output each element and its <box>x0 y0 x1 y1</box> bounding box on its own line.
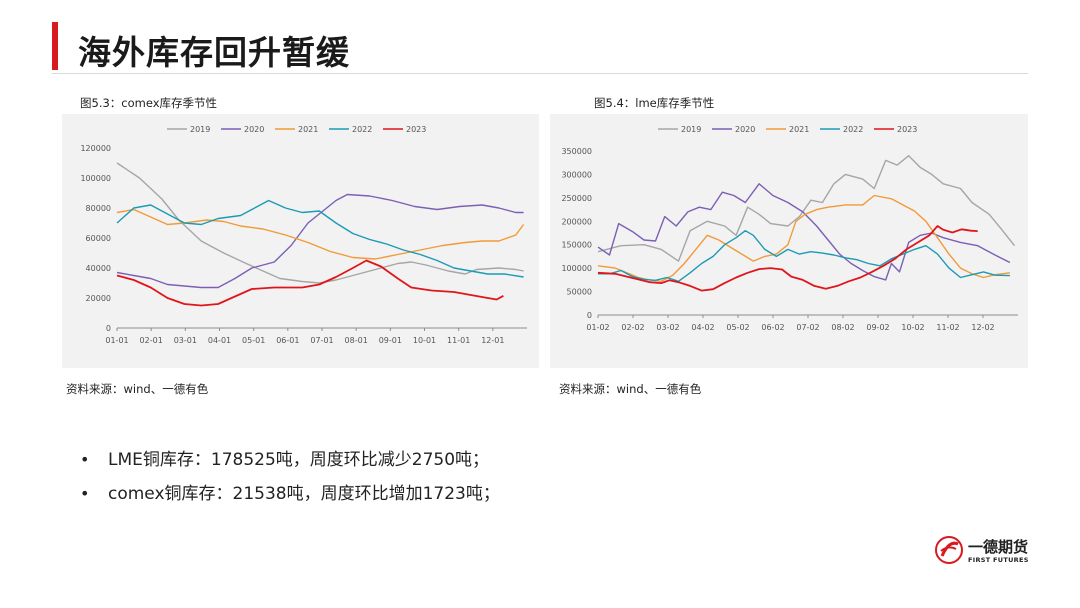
y-tick-label: 250000 <box>561 194 592 203</box>
page-title: 海外库存回升暂缓 <box>78 33 350 72</box>
x-tick-label: 01-01 <box>105 336 128 345</box>
company-logo: 一德期货 FIRST FUTURES <box>932 533 1032 569</box>
logo-name-cn: 一德期货 <box>968 538 1029 556</box>
x-tick-label: 12-01 <box>481 336 504 345</box>
y-tick-label: 350000 <box>561 147 592 156</box>
legend-label: 2021 <box>789 125 809 134</box>
comex-stock-chart: 2019 2020 2021 2022 2023 0 20000 40000 60000 8000… <box>80 125 527 345</box>
legend-label: 2020 <box>244 125 264 134</box>
legend-label: 2020 <box>735 125 755 134</box>
x-tick-label: 11-01 <box>447 336 470 345</box>
y-tick-label: 100000 <box>80 174 111 183</box>
x-tick-label: 05-02 <box>726 323 749 332</box>
legend-label: 2022 <box>352 125 372 134</box>
series-line-2023 <box>597 225 978 292</box>
x-tick-label: 01-02 <box>586 323 609 332</box>
y-tick-label: 100000 <box>561 264 592 273</box>
source-note-lme: 资料来源：wind、一德有色 <box>559 382 702 396</box>
x-tick-label: 04-02 <box>691 323 714 332</box>
x-tick-label: 03-01 <box>174 336 197 345</box>
series-line-2020 <box>597 183 1011 281</box>
y-tick-label: 40000 <box>86 264 111 273</box>
y-tick-label: 50000 <box>567 288 592 297</box>
bullet-text: comex铜库存：21538吨，周度环比增加1723吨； <box>108 484 500 504</box>
y-tick-label: 0 <box>106 324 111 333</box>
x-tick-label: 08-02 <box>831 323 854 332</box>
y-tick-label: 80000 <box>86 204 111 213</box>
x-tick-label: 03-02 <box>656 323 679 332</box>
x-tick-label: 02-01 <box>140 336 163 345</box>
series-line-2019 <box>597 155 1016 262</box>
series-line-2023 <box>116 259 504 307</box>
series-line-2022 <box>116 199 524 278</box>
x-tick-label: 06-02 <box>761 323 784 332</box>
y-tick-label: 60000 <box>86 234 111 243</box>
y-tick-label: 120000 <box>80 144 111 153</box>
legend-label: 2023 <box>897 125 917 134</box>
legend-label: 2019 <box>190 125 210 134</box>
figure-caption-lme: 图5.4：lme库存季节性 <box>594 96 715 110</box>
lme-stock-chart: 2019 2020 2021 2022 2023 0 50000 100000 150000 20… <box>561 125 1018 332</box>
x-tick-label: 07-02 <box>796 323 819 332</box>
logo-name-en: FIRST FUTURES <box>968 556 1029 564</box>
x-tick-label: 10-01 <box>413 336 436 345</box>
x-tick-label: 09-02 <box>866 323 889 332</box>
title-accent-bar <box>52 22 58 70</box>
bullet-dot: • <box>80 484 90 503</box>
x-tick-label: 11-02 <box>936 323 959 332</box>
x-tick-label: 12-02 <box>971 323 994 332</box>
y-tick-label: 150000 <box>561 241 592 250</box>
x-tick-label: 05-01 <box>242 336 265 345</box>
x-tick-label: 02-02 <box>621 323 644 332</box>
bullet-dot: • <box>80 450 90 469</box>
chart-panel-lme: 2019 2020 2021 2022 2023 0 50000 100000 150000 20… <box>550 114 1028 368</box>
y-tick-label: 0 <box>587 311 592 320</box>
series-line-2021 <box>116 208 525 260</box>
figure-caption-comex: 图5.3：comex库存季节性 <box>80 96 218 110</box>
x-tick-label: 07-01 <box>310 336 333 345</box>
legend-label: 2019 <box>681 125 701 134</box>
chart-panel-comex: 2019 2020 2021 2022 2023 0 20000 40000 60000 8000… <box>62 114 539 368</box>
y-tick-label: 200000 <box>561 217 592 226</box>
legend-label: 2021 <box>298 125 318 134</box>
series-line-2021 <box>597 194 1010 283</box>
x-tick-label: 04-01 <box>208 336 231 345</box>
logo-emblem-icon <box>935 536 963 564</box>
legend-label: 2023 <box>406 125 426 134</box>
bullet-text: LME铜库存：178525吨，周度环比减少2750吨； <box>108 450 490 470</box>
series-line-2022 <box>598 229 1010 283</box>
title-divider <box>52 73 1028 74</box>
x-tick-label: 06-01 <box>276 336 299 345</box>
x-tick-label: 10-02 <box>901 323 924 332</box>
y-tick-label: 300000 <box>561 170 592 179</box>
x-tick-label: 08-01 <box>345 336 368 345</box>
x-tick-label: 09-01 <box>379 336 402 345</box>
series-line-2020 <box>116 193 524 289</box>
y-tick-label: 20000 <box>86 294 111 303</box>
legend-label: 2022 <box>843 125 863 134</box>
source-note-comex: 资料来源：wind、一德有色 <box>66 382 209 396</box>
series-line-2019 <box>116 162 524 284</box>
